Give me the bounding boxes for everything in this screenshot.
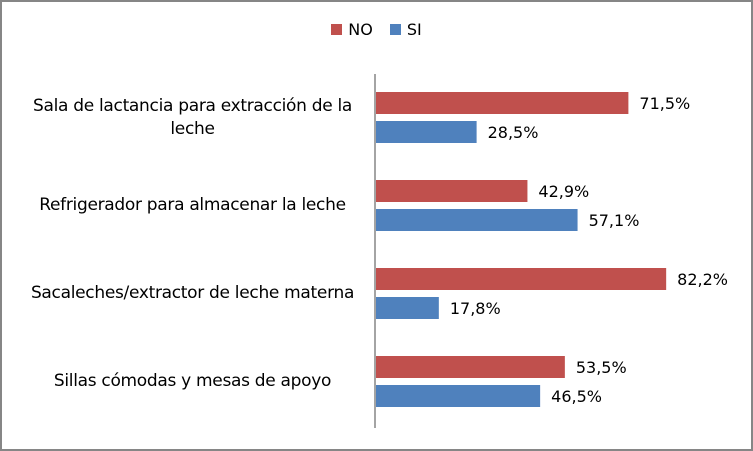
- data-label-si-1: 57,1%: [589, 211, 640, 230]
- data-label-si-3: 46,5%: [551, 387, 602, 406]
- bar-si-3: [376, 385, 541, 407]
- category-label-1: Refrigerador para almacenar la leche: [20, 194, 365, 217]
- category-label-3: Sillas cómodas y mesas de apoyo: [20, 370, 365, 393]
- data-label-si-2: 17,8%: [450, 299, 501, 318]
- category-label-0: Sala de lactancia para extracción de la l…: [20, 95, 365, 141]
- legend-item-no: NO: [331, 20, 373, 39]
- bar-no-3: [376, 356, 565, 378]
- legend-swatch-no: [331, 24, 343, 35]
- bar-si-1: [376, 209, 578, 231]
- bar-no-0: [376, 92, 629, 114]
- category-label-2: Sacaleches/extractor de leche materna: [20, 282, 365, 305]
- data-label-no-2: 82,2%: [677, 270, 728, 289]
- category-label-line: Sacaleches/extractor de leche materna: [30, 283, 355, 303]
- category-label-line: Refrigerador para almacenar la leche: [39, 195, 346, 215]
- bar-si-0: [376, 121, 477, 143]
- data-label-no-1: 42,9%: [538, 182, 589, 201]
- legend-label-si: SI: [406, 20, 422, 39]
- bar-no-1: [376, 180, 528, 202]
- legend: NO SI: [0, 20, 753, 39]
- data-label-si-0: 28,5%: [488, 123, 539, 142]
- category-label-line: Sillas cómodas y mesas de apoyo: [53, 371, 332, 391]
- legend-item-si: SI: [389, 20, 422, 39]
- bar-no-2: [376, 268, 667, 290]
- legend-swatch-si: [389, 24, 401, 35]
- category-label-line: Sala de lactancia para extracción de la: [32, 95, 353, 116]
- data-label-no-3: 53,5%: [576, 358, 627, 377]
- bar-si-2: [376, 297, 439, 319]
- legend-label-no: NO: [348, 20, 373, 39]
- category-label-line: leche: [170, 118, 215, 139]
- data-label-no-0: 71,5%: [639, 94, 690, 113]
